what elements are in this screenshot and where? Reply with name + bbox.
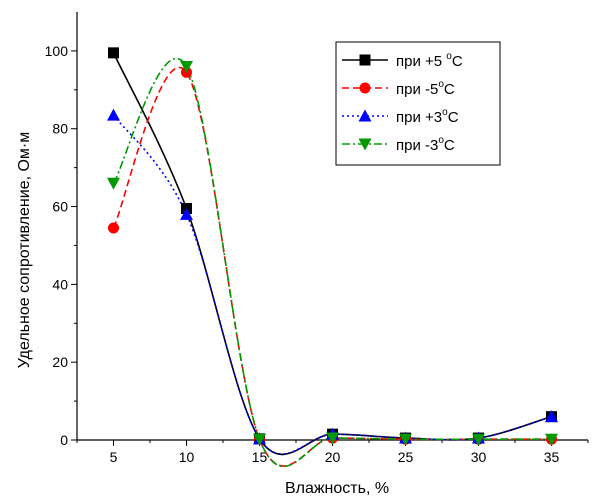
legend: при +5 oC при -5oC при +3oC при -3oC <box>335 41 501 166</box>
x-tick-label: 10 <box>179 449 195 465</box>
legend-marker-2 <box>359 82 371 94</box>
data-point-series-1 <box>108 47 119 59</box>
data-point-series-3 <box>545 410 558 423</box>
series-line-3 <box>112 114 552 455</box>
legend-label-2: при -5oC <box>396 79 455 98</box>
data-point-series-4 <box>107 177 120 190</box>
x-tick-label: 25 <box>398 449 414 465</box>
y-tick-label: 20 <box>52 354 68 370</box>
y-tick-label: 60 <box>52 199 68 215</box>
data-point-series-3 <box>180 207 193 220</box>
legend-label-3: при +3oC <box>396 107 459 126</box>
data-point-series-3 <box>107 108 120 121</box>
data-point-series-2 <box>108 222 119 234</box>
series-line-1 <box>112 52 552 456</box>
legend-marker-1 <box>359 54 371 66</box>
data-point-series-4 <box>180 60 193 73</box>
legend-marker-3 <box>358 109 372 122</box>
x-tick-label: 20 <box>325 449 341 465</box>
data-point-series-4 <box>472 433 485 446</box>
y-axis-label: Удельное сопротивление, Ом·м <box>16 132 33 369</box>
legend-marker-4 <box>358 138 372 151</box>
x-tick-label: 35 <box>544 449 560 465</box>
y-tick-label: 40 <box>52 276 68 292</box>
legend-label-4: при -3oC <box>396 135 455 154</box>
y-tick-label: 80 <box>52 121 68 137</box>
data-point-series-4 <box>253 433 266 446</box>
y-tick-label: 0 <box>60 432 68 448</box>
series-line-4 <box>112 57 552 468</box>
data-point-series-4 <box>399 433 412 446</box>
legend-label-1: при +5 oC <box>396 51 463 70</box>
y-tick-label: 100 <box>45 43 69 59</box>
x-tick-label: 15 <box>252 449 268 465</box>
axes: 5 10 15 20 25 30 35 0 20 40 60 80 100 <box>45 12 589 465</box>
series-line-2 <box>112 67 552 467</box>
data-point-series-4 <box>326 432 339 445</box>
data-point-series-4 <box>545 433 558 446</box>
series-layer <box>107 47 558 468</box>
x-axis-label: Влажность, % <box>285 480 389 497</box>
x-tick-label: 30 <box>471 449 487 465</box>
x-tick-label: 5 <box>110 449 118 465</box>
